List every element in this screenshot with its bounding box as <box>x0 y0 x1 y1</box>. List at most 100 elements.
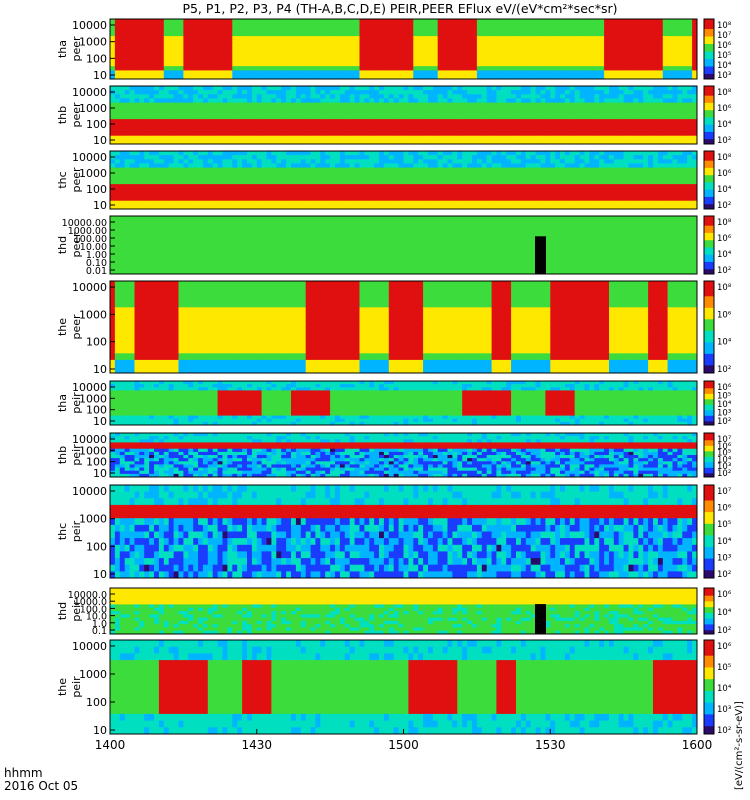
colorbar-frame <box>703 280 715 374</box>
colorbar-units-label: [eV/(cm²-s-sr-eV)] <box>734 701 745 790</box>
colorbar-thc-peir: 10⁷ 10⁶ 10⁵ 10⁴ 10³ 10² <box>703 484 732 580</box>
spectrogram-tha-peir <box>110 381 697 425</box>
panel-frame <box>109 150 698 210</box>
x-label-date: 2016 Oct 05 <box>4 779 78 793</box>
colorbar-tick-label: 10² <box>717 365 731 375</box>
colorbar-tick-label: 10⁷ <box>717 435 732 445</box>
colorbar-tick-label: 10⁴ <box>717 608 732 618</box>
spectrogram-the-peer <box>110 281 697 373</box>
y-axis-label-species: peir <box>70 520 83 542</box>
colorbar-frame <box>703 484 715 579</box>
colorbar-tick-label: 10² <box>717 201 731 211</box>
y-axis-label-species: peer <box>70 314 83 340</box>
y-tick-label: 1000 <box>79 102 107 115</box>
y-axis-label-species: peer <box>70 102 83 128</box>
colorbar-frame <box>703 432 715 478</box>
spectrogram-thc-peer <box>110 151 697 209</box>
colorbar-tick-label: 10³ <box>717 409 731 419</box>
y-tick-label: 100 <box>86 404 107 417</box>
y-tick-label: 10 <box>93 568 107 581</box>
spectrogram-thc-peir <box>110 485 697 578</box>
y-tick-label: 1000 <box>79 308 107 321</box>
colorbar-tick-label: 10⁷ <box>717 31 732 41</box>
y-tick-label: 10000 <box>72 433 107 446</box>
y-tick-label: 10.0 <box>86 612 107 623</box>
y-tick-label: 10000 <box>72 86 107 99</box>
y-axis-label-species: peir <box>70 676 83 698</box>
panel-frame <box>109 587 698 635</box>
spectrogram-the-peir <box>110 640 697 734</box>
panel-the-peer: 10000 1000 100 10 the peer 10⁸ 10⁶ 10⁴ 10² <box>56 280 732 376</box>
x-tick-label: 1400 <box>95 738 126 752</box>
colorbar-tick-label: 10⁷ <box>717 487 732 497</box>
y-tick-label: 10.00 <box>80 242 107 253</box>
panel-frame <box>109 215 698 275</box>
panel-the-peir: 10000 1000 100 10 the peir 10⁶ 10⁵ 10⁴ 10³ 10² <box>56 639 732 737</box>
colorbar-tick-label: 10⁶ <box>717 41 732 51</box>
y-tick-label: 100.00 <box>74 234 107 245</box>
colorbar-tick-label: 10⁵ <box>717 392 731 402</box>
y-tick-label: 100 <box>86 540 107 553</box>
colorbar-frame <box>703 587 715 635</box>
colorbar-tick-label: 10² <box>717 417 731 427</box>
panel-thb-peer: 10000 1000 100 10 thb peer 10⁸ 10⁶ 10⁴ 10² <box>56 85 732 147</box>
colorbar-the-peer: 10⁸ 10⁶ 10⁴ 10² <box>703 280 732 375</box>
y-axis-label-probe: tha <box>56 394 69 412</box>
colorbar-tick-label: 10⁶ <box>717 590 732 600</box>
y-tick-label: 10000 <box>72 381 107 394</box>
y-axis-label-species: peer <box>70 232 83 258</box>
colorbar-tick-label: 10⁸ <box>717 88 732 98</box>
y-tick-label: 100 <box>86 183 107 196</box>
colorbar-tick-label: 10⁶ <box>717 442 732 452</box>
colorbar-tick-label: 10⁶ <box>717 642 732 652</box>
y-tick-label: 1000.0 <box>74 597 107 608</box>
y-tick-label: 10000 <box>72 281 107 294</box>
y-tick-label: 10 <box>93 363 107 376</box>
spectrogram-thb-peir <box>110 433 697 477</box>
y-tick-label: 10 <box>93 134 107 147</box>
y-axis-label-species: peir <box>70 392 83 414</box>
x-tick-label: 1500 <box>388 738 419 752</box>
y-tick-label: 1000.00 <box>68 226 107 237</box>
colorbar-tick-label: 10² <box>717 726 731 736</box>
panel-frame <box>109 18 698 80</box>
y-tick-label: 100 <box>86 52 107 65</box>
colorbar-frame <box>703 18 715 80</box>
colorbar-tick-label: 10⁵ <box>717 51 731 61</box>
data-gap-mark <box>535 236 546 274</box>
x-label-hhmm: hhmm <box>4 766 43 780</box>
colorbar-tick-label: 10² <box>717 626 731 636</box>
colorbar-tick-label: 10⁵ <box>717 449 731 459</box>
y-axis-label-probe: thc <box>56 523 69 540</box>
colorbar-tick-label: 10⁵ <box>717 520 731 530</box>
colorbar-frame <box>703 150 715 210</box>
y-tick-label: 10000 <box>72 485 107 498</box>
colorbar-tick-label: 10² <box>717 136 731 146</box>
y-axis-label-probe: the <box>56 678 69 696</box>
colorbar-tick-label: 10⁴ <box>717 120 732 130</box>
y-tick-label: 100 <box>86 696 107 709</box>
y-tick-label: 0.10 <box>86 258 107 269</box>
spectrogram-thb-peer <box>110 86 697 144</box>
figure-title: P5, P1, P2, P3, P4 (TH-A,B,C,D,E) PEIR,P… <box>182 1 617 16</box>
colorbar-tick-label: 10⁵ <box>717 663 731 673</box>
colorbar-tick-label: 10² <box>717 266 731 276</box>
panel-thc-peer: 10000 1000 100 10 thc peer 10⁸ 10⁶ 10⁴ 10² <box>56 150 732 212</box>
y-axis-label-species: peer <box>70 36 83 62</box>
colorbar-tick-label: 10⁶ <box>717 383 732 393</box>
colorbar-the-peir: 10⁶ 10⁵ 10⁴ 10³ 10² <box>703 639 732 736</box>
y-tick-label: 100.0 <box>80 604 107 615</box>
y-tick-label: 100 <box>86 118 107 131</box>
colorbar-tick-label: 10³ <box>717 71 731 81</box>
colorbar-frame <box>703 639 715 735</box>
colorbar-tick-label: 10⁴ <box>717 185 732 195</box>
colorbar-tick-label: 10⁶ <box>717 310 732 320</box>
colorbar-frame <box>703 215 715 275</box>
